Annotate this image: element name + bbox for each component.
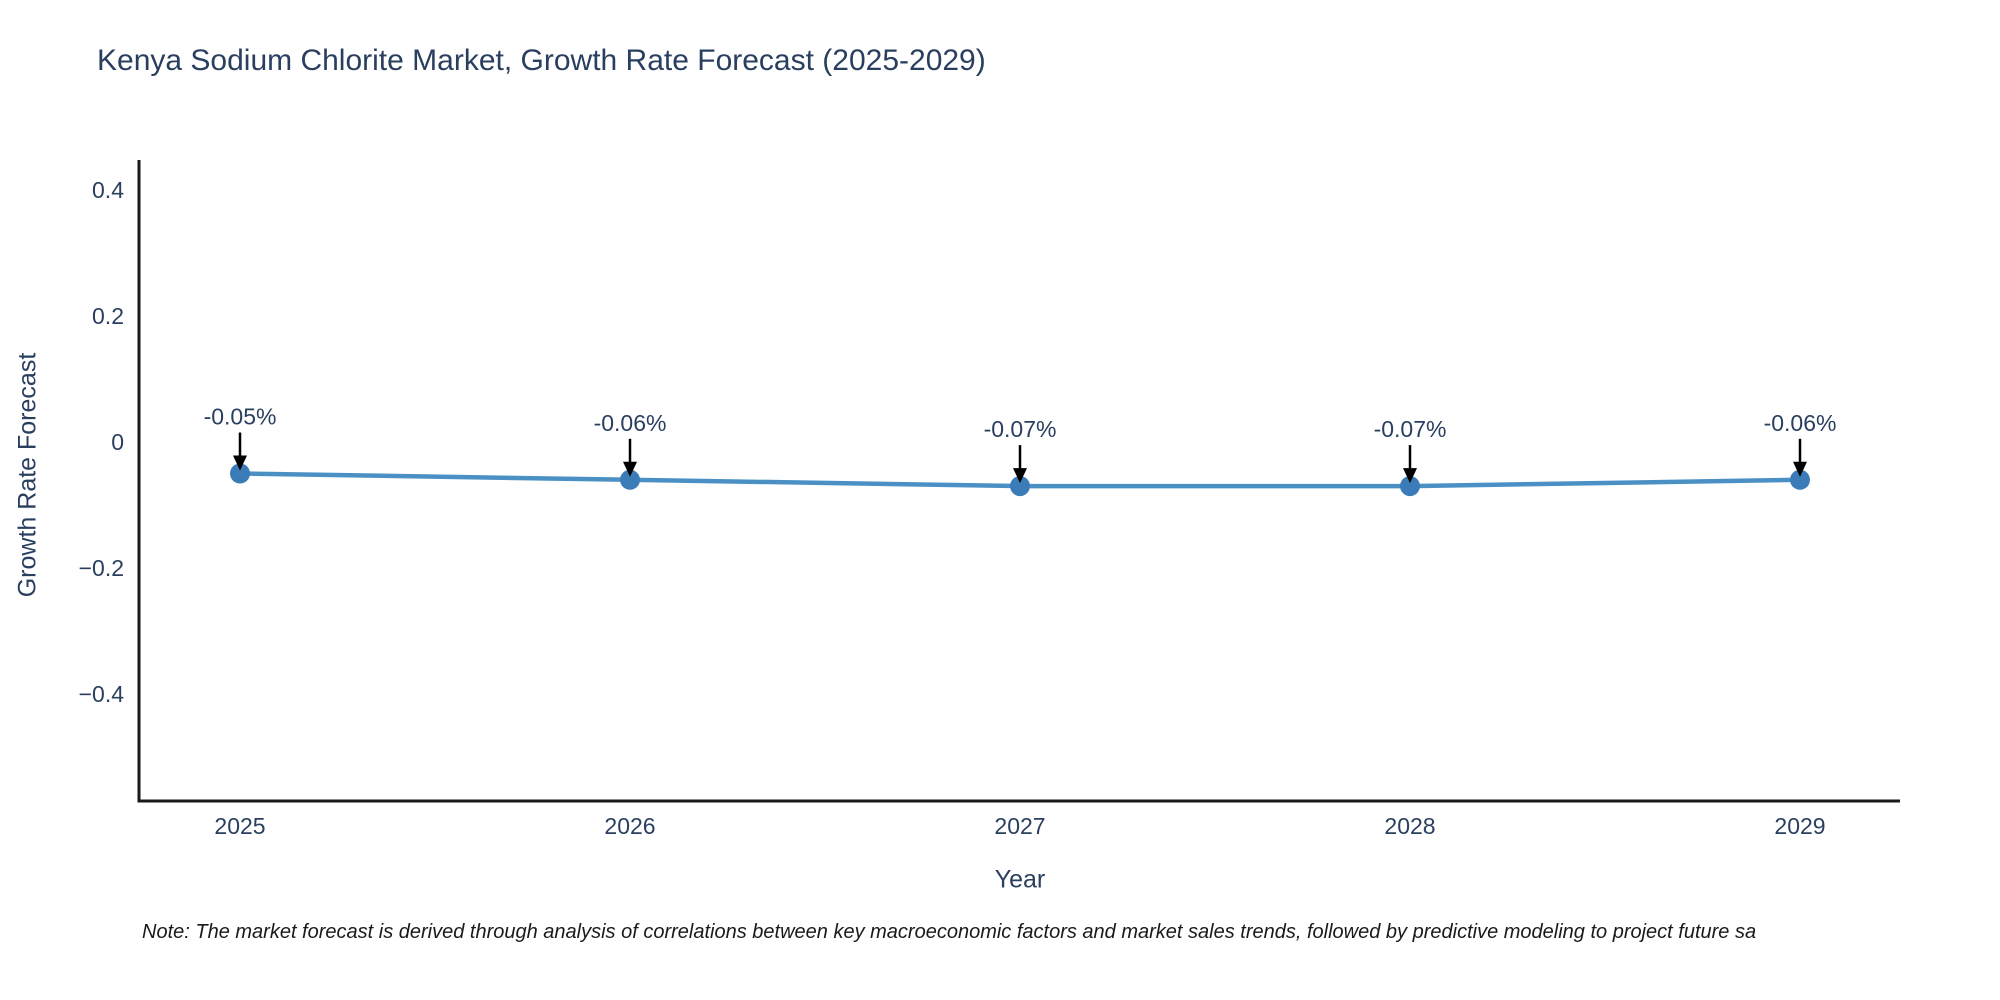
y-tick-label: −0.4 xyxy=(79,681,125,707)
x-tick-label: 2028 xyxy=(1384,813,1435,839)
annotation-arrow-head xyxy=(1013,468,1027,484)
data-point-label: -0.06% xyxy=(594,410,667,436)
y-tick-label: 0 xyxy=(111,429,124,455)
x-tick-label: 2026 xyxy=(604,813,655,839)
x-axis-title: Year xyxy=(994,865,1046,894)
x-tick-label: 2029 xyxy=(1774,813,1825,839)
data-point-marker xyxy=(1010,476,1030,497)
axis-spines xyxy=(137,160,1900,803)
y-tick-label: −0.2 xyxy=(79,555,124,581)
data-point-label: -0.07% xyxy=(1374,416,1447,442)
annotation-arrow-head xyxy=(233,455,247,471)
data-point-label: -0.05% xyxy=(204,404,277,430)
data-point-label: -0.06% xyxy=(1764,410,1837,436)
x-tick-label: 2025 xyxy=(214,813,265,839)
data-point-marker xyxy=(620,469,640,490)
data-point-marker xyxy=(1400,476,1420,497)
data-point-marker xyxy=(230,463,250,484)
chart-title: Kenya Sodium Chlorite Market, Growth Rat… xyxy=(97,44,986,77)
data-point-label: -0.07% xyxy=(984,416,1057,442)
footnote: Note: The market forecast is derived thr… xyxy=(142,921,1757,943)
y-tick-label: 0.4 xyxy=(92,177,124,203)
annotation-arrow-head xyxy=(1793,461,1807,477)
annotation-arrow-head xyxy=(1403,468,1417,484)
y-tick-label: 0.2 xyxy=(92,303,124,329)
data-point-marker xyxy=(1790,469,1810,490)
x-tick-label: 2027 xyxy=(994,813,1045,839)
annotation-arrow-head xyxy=(623,461,637,477)
